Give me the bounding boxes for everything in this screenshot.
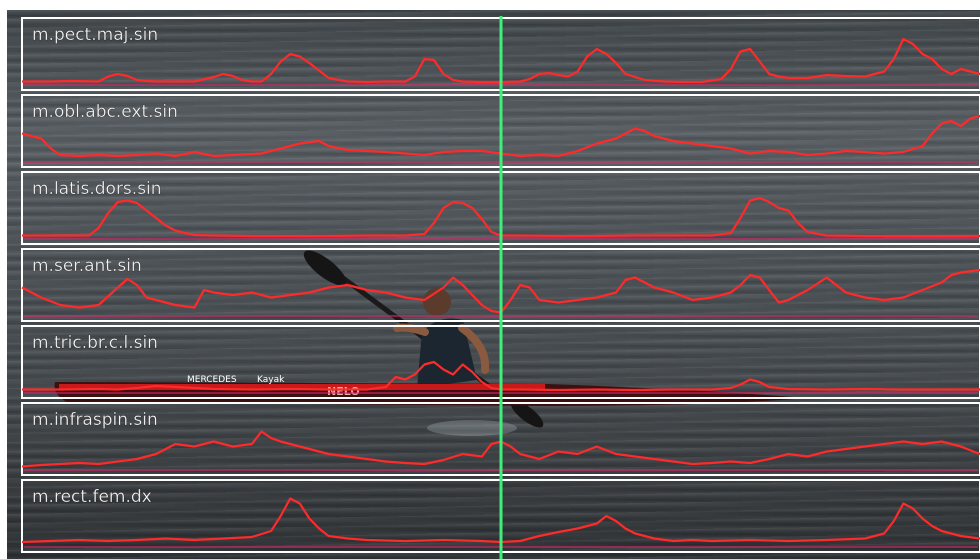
- emg-series-line: [22, 360, 980, 392]
- paddler-arm-right: [458, 324, 490, 374]
- paddler-arm-left: [393, 323, 429, 336]
- paddle-splash: [427, 420, 517, 436]
- paddle-blade-lower: [510, 400, 544, 428]
- boat-sponsor-text: Kayak: [257, 375, 285, 385]
- series-label: m.ser.ant.sin: [32, 256, 142, 276]
- series-label: m.infraspin.sin: [32, 410, 158, 430]
- emg-series-line: [22, 196, 980, 238]
- paddler-torso: [417, 318, 477, 388]
- series-label: m.pect.maj.sin: [32, 25, 158, 45]
- kayak-stripe: [59, 384, 545, 390]
- emg-series-line: [22, 37, 980, 84]
- emg-panel-4: m.tric.br.c.l.sin: [21, 325, 980, 399]
- emg-series-line: [21, 497, 980, 544]
- paddler-head: [423, 288, 451, 316]
- series-label: m.obl.abc.ext.sin: [32, 102, 178, 122]
- emg-series-line: [21, 430, 980, 468]
- kayak-scene: MERCEDES Kayak NELO: [54, 250, 807, 436]
- series-label: m.latis.dors.sin: [32, 179, 162, 199]
- paddle-blade-upper: [303, 250, 347, 286]
- boat-brand-text: NELO: [327, 385, 360, 398]
- emg-chart: m.pect.maj.sin m.obl.abc.ext.sin m.latis.d…: [21, 16, 980, 559]
- boat-sponsor-text: MERCEDES: [187, 375, 237, 385]
- video-frame: MERCEDES Kayak NELO m.pect.maj.sin m.obl.…: [7, 10, 980, 559]
- series-label: m.rect.fem.dx: [32, 487, 152, 507]
- series-label: m.tric.br.c.l.sin: [32, 333, 158, 353]
- emg-series-line: [21, 268, 980, 314]
- emg-series-line: [21, 114, 980, 158]
